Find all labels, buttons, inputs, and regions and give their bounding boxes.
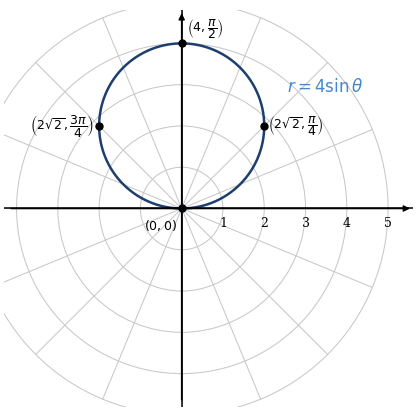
Text: 5: 5 — [384, 217, 392, 230]
Text: $(0, 0)$: $(0, 0)$ — [144, 218, 177, 233]
Text: 2: 2 — [260, 217, 268, 230]
Text: 3: 3 — [301, 217, 309, 230]
Text: 4: 4 — [343, 217, 351, 230]
Text: $r = 4\sin\theta$: $r = 4\sin\theta$ — [287, 78, 363, 96]
Text: $\left(4, \dfrac{\pi}{2}\right)$: $\left(4, \dfrac{\pi}{2}\right)$ — [187, 18, 224, 41]
Text: $\left(2\sqrt{2}, \dfrac{3\pi}{4}\right)$: $\left(2\sqrt{2}, \dfrac{3\pi}{4}\right)… — [30, 113, 94, 139]
Text: $\left(2\sqrt{2}, \dfrac{\pi}{4}\right)$: $\left(2\sqrt{2}, \dfrac{\pi}{4}\right)$ — [268, 114, 323, 138]
Text: 1: 1 — [219, 217, 227, 230]
